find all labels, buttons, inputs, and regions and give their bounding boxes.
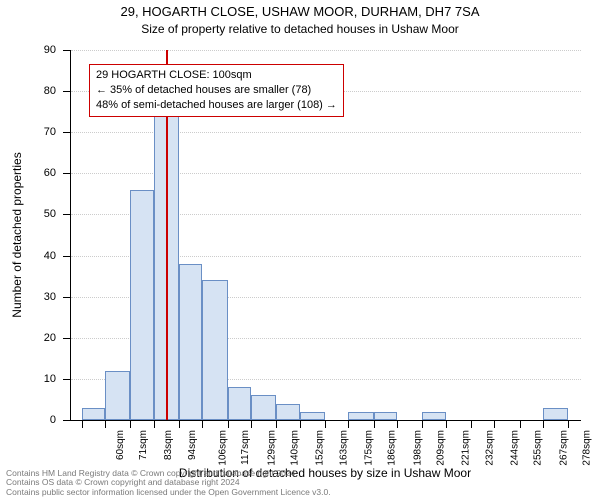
annotation-box: 29 HOGARTH CLOSE: 100sqm ← 35% of detach…: [89, 64, 344, 117]
x-tick-label: 267sqm: [558, 430, 569, 466]
y-tick: [63, 420, 71, 421]
histogram-bar: [202, 280, 227, 420]
y-tick: [63, 50, 71, 51]
x-tick: [228, 420, 229, 428]
x-tick: [543, 420, 544, 428]
x-tick-label: 198sqm: [412, 430, 423, 466]
x-tick-label: 209sqm: [435, 430, 446, 466]
x-tick: [251, 420, 252, 428]
x-tick-label: 232sqm: [484, 430, 495, 466]
x-tick: [130, 420, 131, 428]
y-tick-label: 70: [16, 126, 56, 138]
annotation-line-2: ← 35% of detached houses are smaller (78…: [96, 83, 337, 98]
y-tick-label: 10: [16, 373, 56, 385]
histogram-bar: [348, 412, 373, 420]
histogram-bar: [276, 404, 299, 420]
y-tick-label: 20: [16, 332, 56, 344]
x-tick: [520, 420, 521, 428]
x-tick-label: 163sqm: [338, 430, 349, 466]
histogram-bar: [422, 412, 445, 420]
histogram-bar: [300, 412, 325, 420]
histogram-bar: [105, 371, 130, 420]
histogram-bar: [228, 387, 251, 420]
grid-line: [71, 173, 581, 174]
y-tick: [63, 173, 71, 174]
y-tick: [63, 338, 71, 339]
x-tick-label: 175sqm: [364, 430, 375, 466]
y-tick: [63, 256, 71, 257]
x-tick-label: 244sqm: [510, 430, 521, 466]
y-tick-label: 50: [16, 208, 56, 220]
footer-line-3: Contains public sector information licen…: [6, 488, 331, 498]
chart-container: { "title": "29, HOGARTH CLOSE, USHAW MOO…: [0, 0, 600, 500]
x-tick-label: 106sqm: [218, 430, 229, 466]
histogram-bar: [130, 190, 153, 420]
x-tick: [325, 420, 326, 428]
histogram-bar: [374, 412, 397, 420]
x-tick: [568, 420, 569, 428]
annotation-line-1: 29 HOGARTH CLOSE: 100sqm: [96, 68, 337, 83]
y-tick: [63, 91, 71, 92]
x-tick: [105, 420, 106, 428]
histogram-bar: [543, 408, 568, 420]
plot-area: 29 HOGARTH CLOSE: 100sqm ← 35% of detach…: [70, 50, 581, 421]
x-tick-label: 221sqm: [461, 430, 472, 466]
x-tick-label: 186sqm: [387, 430, 398, 466]
y-tick-label: 80: [16, 85, 56, 97]
x-tick-label: 255sqm: [533, 430, 544, 466]
y-tick-label: 0: [16, 414, 56, 426]
x-tick: [446, 420, 447, 428]
x-tick: [300, 420, 301, 428]
chart-title: 29, HOGARTH CLOSE, USHAW MOOR, DURHAM, D…: [0, 4, 600, 19]
x-tick: [154, 420, 155, 428]
x-tick: [374, 420, 375, 428]
y-tick-label: 30: [16, 291, 56, 303]
x-tick: [276, 420, 277, 428]
histogram-bar: [179, 264, 202, 420]
grid-line: [71, 50, 581, 51]
grid-line: [71, 132, 581, 133]
y-tick-label: 90: [16, 44, 56, 56]
x-tick-label: 83sqm: [163, 430, 174, 460]
y-tick: [63, 132, 71, 133]
x-tick-label: 94sqm: [187, 430, 198, 460]
x-tick: [202, 420, 203, 428]
y-tick: [63, 214, 71, 215]
x-tick-label: 129sqm: [266, 430, 277, 466]
x-tick-label: 278sqm: [581, 430, 592, 466]
x-tick: [179, 420, 180, 428]
y-tick-label: 40: [16, 250, 56, 262]
histogram-bar: [82, 408, 105, 420]
x-tick-label: 60sqm: [115, 430, 126, 460]
x-tick: [471, 420, 472, 428]
footer-attribution: Contains HM Land Registry data © Crown c…: [6, 469, 331, 498]
y-tick: [63, 379, 71, 380]
y-axis-label: Number of detached properties: [10, 50, 24, 420]
x-tick: [494, 420, 495, 428]
y-tick-label: 60: [16, 167, 56, 179]
x-tick-label: 152sqm: [315, 430, 326, 466]
x-tick: [397, 420, 398, 428]
x-tick: [422, 420, 423, 428]
x-tick-label: 140sqm: [289, 430, 300, 466]
histogram-bar: [251, 395, 276, 420]
y-tick: [63, 297, 71, 298]
x-tick-label: 71sqm: [138, 430, 149, 460]
x-tick-label: 117sqm: [240, 430, 251, 465]
chart-subtitle: Size of property relative to detached ho…: [0, 22, 600, 36]
annotation-line-3: 48% of semi-detached houses are larger (…: [96, 98, 337, 113]
x-tick: [82, 420, 83, 428]
x-tick: [348, 420, 349, 428]
